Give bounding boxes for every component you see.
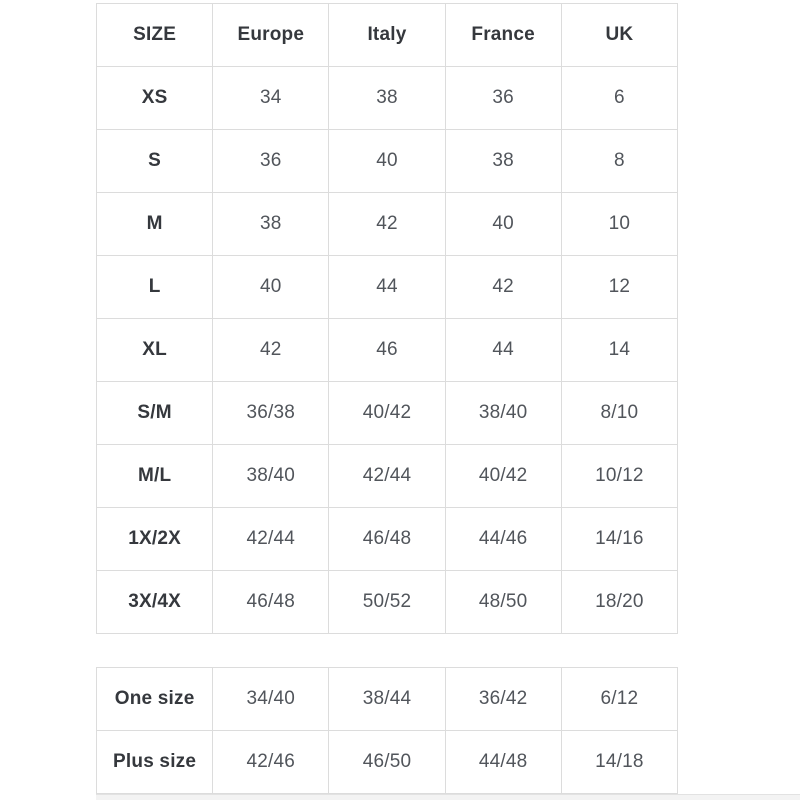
table-row-ml: M/L 38/40 42/44 40/42 10/12	[95, 444, 679, 508]
cell-italy: 40	[328, 129, 446, 193]
cell-italy: 46	[328, 318, 446, 382]
row-label: L	[95, 255, 214, 319]
row-label: One size	[95, 667, 214, 731]
row-label: XL	[95, 318, 214, 382]
cell-europe: 36/38	[212, 381, 330, 445]
cell-uk: 12	[560, 255, 679, 319]
cell-europe: 42/46	[212, 730, 330, 794]
column-header-uk: UK	[560, 3, 679, 67]
table-row-plus-size: Plus size 42/46 46/50 44/48 14/18	[95, 730, 679, 794]
cell-europe: 42	[212, 318, 330, 382]
cell-europe: 36	[212, 129, 330, 193]
table-row-l: L 40 44 42 12	[95, 255, 679, 319]
column-header-france: France	[444, 3, 562, 67]
cell-europe: 46/48	[212, 570, 330, 634]
cell-europe: 42/44	[212, 507, 330, 571]
cell-france: 44	[444, 318, 562, 382]
cell-france: 48/50	[444, 570, 562, 634]
cell-france: 40	[444, 192, 562, 256]
table-row-m: M 38 42 40 10	[95, 192, 679, 256]
cell-europe: 40	[212, 255, 330, 319]
header-row: SIZE Europe Italy France UK	[95, 3, 679, 67]
cell-italy: 40/42	[328, 381, 446, 445]
cell-uk: 14/16	[560, 507, 679, 571]
cell-uk: 6	[560, 66, 679, 130]
cell-italy: 38	[328, 66, 446, 130]
cell-france: 44/46	[444, 507, 562, 571]
row-label: 1X/2X	[95, 507, 214, 571]
table-row-xs: XS 34 38 36 6	[95, 66, 679, 130]
cell-uk: 10/12	[560, 444, 679, 508]
cell-europe: 34	[212, 66, 330, 130]
special-sizes-table: One size 34/40 38/44 36/42 6/12 Plus siz…	[95, 667, 679, 794]
column-header-europe: Europe	[212, 3, 330, 67]
cell-europe: 38/40	[212, 444, 330, 508]
row-label: Plus size	[95, 730, 214, 794]
cell-france: 40/42	[444, 444, 562, 508]
column-header-size: SIZE	[95, 3, 214, 67]
cell-uk: 18/20	[560, 570, 679, 634]
horizontal-scrollbar-track[interactable]	[96, 794, 800, 800]
row-label: S	[95, 129, 214, 193]
cell-france: 38/40	[444, 381, 562, 445]
table-row-one-size: One size 34/40 38/44 36/42 6/12	[95, 667, 679, 731]
column-header-italy: Italy	[328, 3, 446, 67]
cell-uk: 10	[560, 192, 679, 256]
table-row-xl: XL 42 46 44 14	[95, 318, 679, 382]
row-label: XS	[95, 66, 214, 130]
cell-italy: 42	[328, 192, 446, 256]
cell-uk: 8	[560, 129, 679, 193]
table-row-3x4x: 3X/4X 46/48 50/52 48/50 18/20	[95, 570, 679, 634]
size-conversion-table: SIZE Europe Italy France UK XS 34 38 36 …	[95, 3, 679, 634]
cell-france: 42	[444, 255, 562, 319]
row-label: M/L	[95, 444, 214, 508]
table-row-s: S 36 40 38 8	[95, 129, 679, 193]
cell-france: 36	[444, 66, 562, 130]
cell-uk: 6/12	[560, 667, 679, 731]
cell-france: 44/48	[444, 730, 562, 794]
cell-italy: 46/50	[328, 730, 446, 794]
cell-france: 36/42	[444, 667, 562, 731]
table-row-1x2x: 1X/2X 42/44 46/48 44/46 14/16	[95, 507, 679, 571]
cell-europe: 34/40	[212, 667, 330, 731]
cell-europe: 38	[212, 192, 330, 256]
row-label: M	[95, 192, 214, 256]
cell-italy: 50/52	[328, 570, 446, 634]
cell-italy: 38/44	[328, 667, 446, 731]
cell-uk: 14/18	[560, 730, 679, 794]
cell-italy: 44	[328, 255, 446, 319]
cell-uk: 8/10	[560, 381, 679, 445]
cell-italy: 42/44	[328, 444, 446, 508]
table-row-sm: S/M 36/38 40/42 38/40 8/10	[95, 381, 679, 445]
cell-france: 38	[444, 129, 562, 193]
row-label: 3X/4X	[95, 570, 214, 634]
cell-italy: 46/48	[328, 507, 446, 571]
cell-uk: 14	[560, 318, 679, 382]
row-label: S/M	[95, 381, 214, 445]
